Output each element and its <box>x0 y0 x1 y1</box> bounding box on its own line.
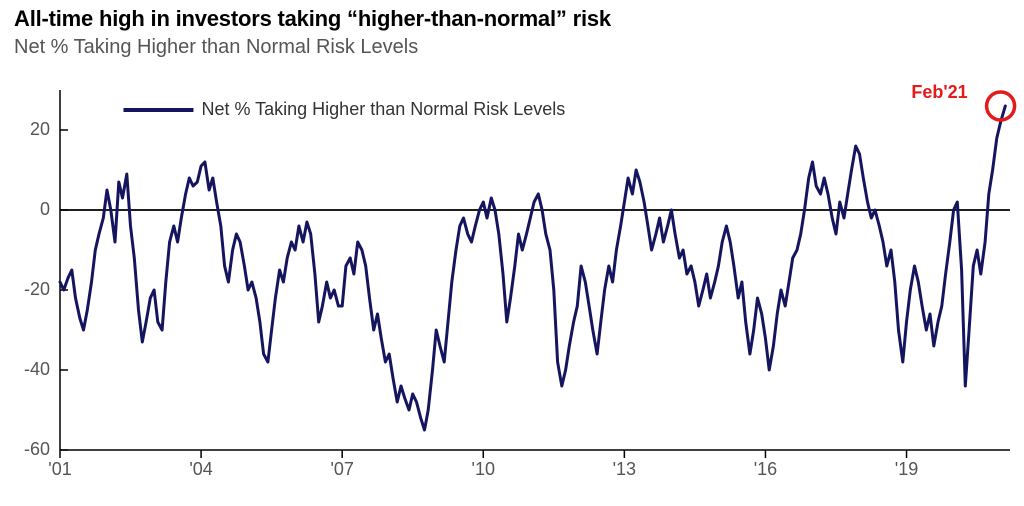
annotation-label: Feb'21 <box>911 82 967 102</box>
y-tick-label: -40 <box>24 359 50 379</box>
y-tick-label: -60 <box>24 439 50 459</box>
series-line <box>60 106 1005 430</box>
chart-svg: 20 0 -20 -40 -60'01 '04 '07 '10 '13 '16 '19 Net % T… <box>0 80 1024 500</box>
x-tick-label: '16 <box>754 459 777 479</box>
legend-label: Net % Taking Higher than Normal Risk Lev… <box>201 99 565 119</box>
x-tick-label: '04 <box>189 459 212 479</box>
x-tick-label: '19 <box>895 459 918 479</box>
y-tick-label: 20 <box>30 119 50 139</box>
x-tick-label: '13 <box>613 459 636 479</box>
annotation-circle-icon <box>987 92 1015 120</box>
x-tick-label: '01 <box>48 459 71 479</box>
chart-subtitle: Net % Taking Higher than Normal Risk Lev… <box>14 36 418 59</box>
x-tick-label: '10 <box>472 459 495 479</box>
chart-title: All-time high in investors taking “highe… <box>14 6 611 32</box>
x-tick-label: '07 <box>330 459 353 479</box>
chart-area: 20 0 -20 -40 -60'01 '04 '07 '10 '13 '16 '19 Net % T… <box>0 80 1024 500</box>
y-tick-label: -20 <box>24 279 50 299</box>
y-tick-label: 0 <box>40 199 50 219</box>
